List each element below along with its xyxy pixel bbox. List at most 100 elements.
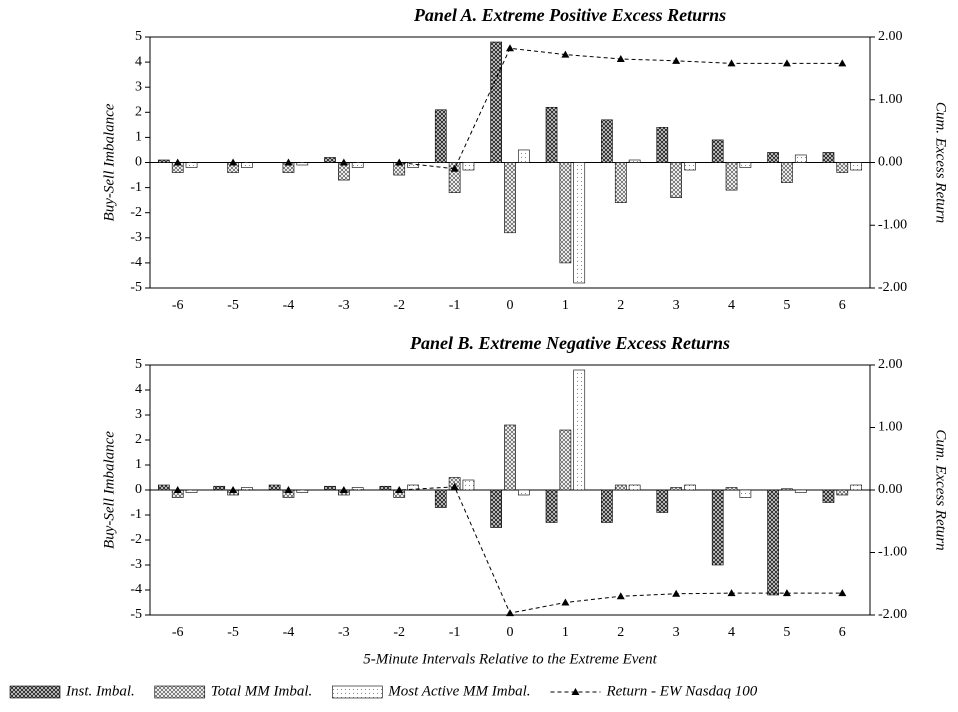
marker: [229, 158, 238, 166]
bar: [684, 162, 696, 171]
x-tick-label: 4: [728, 298, 735, 313]
bar: [185, 489, 198, 493]
y-tick-label: 4: [135, 54, 142, 69]
bar: [351, 162, 364, 168]
bar: [601, 119, 613, 163]
x-tick-label: 4: [728, 625, 735, 640]
x-tick-label: 1: [562, 298, 569, 313]
legend-swatch: [154, 685, 206, 699]
bar: [296, 162, 309, 166]
x-tick-label: 1: [562, 625, 569, 640]
marker: [395, 158, 404, 166]
y-tick-label: -4: [130, 582, 142, 597]
marker: [395, 486, 404, 493]
bar: [781, 162, 793, 183]
y-axis-label: Buy-Sell Imbalance: [101, 431, 117, 549]
bar: [518, 489, 530, 496]
y-tick-label: 3: [135, 79, 142, 94]
bar: [559, 429, 572, 491]
bar: [241, 487, 253, 491]
y-tick-label: 3: [135, 407, 142, 422]
bar: [490, 489, 502, 528]
legend-swatch: [9, 685, 61, 699]
bar: [351, 487, 364, 491]
legend-label: Most Active MM Imbal.: [387, 683, 530, 699]
bar: [601, 489, 613, 523]
bar: [573, 369, 586, 491]
x-tick-label: -5: [227, 298, 239, 313]
bar: [185, 162, 198, 168]
panel-title: Panel B. Extreme Negative Excess Returns: [409, 333, 730, 353]
bar: [614, 484, 627, 491]
bar: [656, 127, 669, 163]
bar: [490, 41, 502, 163]
bar: [462, 162, 475, 171]
y-tick-label: 0: [135, 482, 142, 497]
legend-label: Return - EW Nasdaq 100: [605, 683, 757, 699]
bar: [324, 157, 336, 163]
marker: [838, 59, 847, 67]
bar: [767, 489, 779, 596]
bar: [684, 484, 696, 491]
legend-swatch: [331, 685, 383, 699]
x-tick-label: 2: [617, 625, 624, 640]
y-tick-label: 2: [135, 105, 142, 120]
bar: [268, 484, 281, 491]
bar: [448, 162, 461, 193]
y2-tick-label: -2.00: [878, 280, 907, 295]
x-tick-label: 3: [673, 298, 680, 313]
y-axis-label: Buy-Sell Imbalance: [101, 103, 117, 221]
bar: [670, 162, 682, 198]
x-tick-label: -1: [449, 298, 461, 313]
marker: [450, 164, 459, 172]
bar: [324, 485, 336, 491]
legend-marker: [571, 688, 580, 695]
y-tick-label: -1: [130, 507, 142, 522]
bar: [545, 106, 558, 163]
x-tick-label: 6: [839, 625, 846, 640]
y2-tick-label: 0.00: [878, 482, 903, 497]
y2-tick-label: -2.00: [878, 607, 907, 622]
y-tick-label: -1: [130, 180, 142, 195]
y-tick-label: -3: [130, 230, 142, 245]
legend-label: Total MM Imbal.: [211, 683, 313, 699]
marker: [838, 589, 847, 597]
return-line: [177, 486, 843, 614]
y2-tick-label: 2.00: [878, 29, 903, 44]
bar: [573, 162, 586, 284]
bar: [781, 488, 793, 491]
marker: [339, 486, 348, 493]
x-tick-label: -4: [283, 298, 295, 313]
bar: [739, 162, 752, 168]
bar: [158, 484, 170, 491]
y-tick-label: -5: [130, 607, 142, 622]
bar: [711, 489, 724, 566]
y2-tick-label: 1.00: [878, 92, 903, 107]
bar: [504, 424, 516, 491]
y-tick-label: 2: [135, 432, 142, 447]
marker: [229, 486, 238, 493]
y-tick-label: -5: [130, 280, 142, 295]
bar: [850, 484, 862, 491]
bar: [628, 159, 641, 163]
bar: [767, 152, 779, 163]
return-line: [177, 47, 843, 170]
x-tick-label: -3: [338, 298, 350, 313]
bar: [711, 139, 724, 163]
bar: [379, 485, 392, 491]
y-tick-label: 1: [135, 130, 142, 145]
bar: [559, 162, 572, 264]
y2-tick-label: 2.00: [878, 357, 903, 372]
bar: [794, 489, 807, 493]
x-tick-label: -2: [393, 625, 405, 640]
x-tick-label: -3: [338, 625, 350, 640]
bar: [462, 479, 475, 491]
y-tick-label: 5: [135, 357, 142, 372]
bar: [504, 162, 516, 234]
marker: [284, 158, 293, 166]
bar: [614, 162, 627, 203]
bar: [836, 489, 849, 496]
x-tick-label: 2: [617, 298, 624, 313]
